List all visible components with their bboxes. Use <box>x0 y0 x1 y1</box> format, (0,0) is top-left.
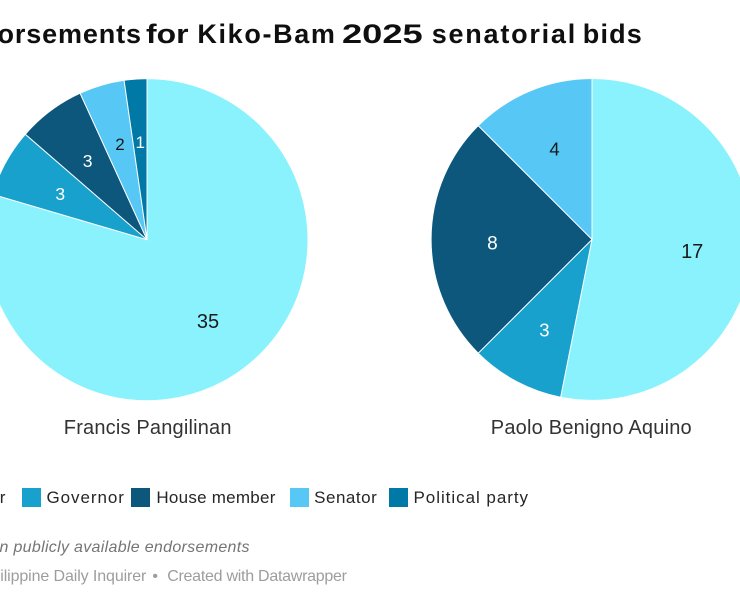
svg-text:2: 2 <box>115 135 124 154</box>
svg-text:3: 3 <box>539 319 549 340</box>
svg-text:1: 1 <box>135 133 144 152</box>
svg-text:17: 17 <box>681 241 703 263</box>
svg-text:35: 35 <box>197 311 219 333</box>
svg-text:3: 3 <box>83 151 93 171</box>
svg-text:8: 8 <box>487 233 498 254</box>
svg-text:4: 4 <box>549 139 559 160</box>
svg-text:3: 3 <box>55 184 65 204</box>
